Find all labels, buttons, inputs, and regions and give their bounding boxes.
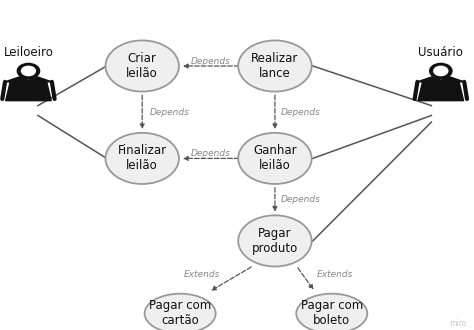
Ellipse shape <box>145 294 216 330</box>
Text: Depends: Depends <box>281 195 321 204</box>
Polygon shape <box>5 77 52 82</box>
Circle shape <box>21 66 36 76</box>
Text: Depends: Depends <box>281 108 321 117</box>
Text: Pagar
produto: Pagar produto <box>252 227 298 255</box>
Polygon shape <box>6 81 51 101</box>
Text: Pagar com
boleto: Pagar com boleto <box>301 300 363 327</box>
Ellipse shape <box>238 215 311 267</box>
Text: Depends: Depends <box>191 56 231 66</box>
Circle shape <box>433 66 448 76</box>
Polygon shape <box>418 77 464 82</box>
Polygon shape <box>418 81 464 101</box>
Text: Depends: Depends <box>149 108 189 117</box>
Text: Leiloeiro: Leiloeiro <box>3 47 54 59</box>
Circle shape <box>17 63 40 79</box>
Text: Extends: Extends <box>317 270 353 279</box>
Ellipse shape <box>296 294 367 330</box>
Ellipse shape <box>238 41 311 92</box>
Ellipse shape <box>105 41 179 92</box>
Text: Finalizar
leilão: Finalizar leilão <box>118 145 167 172</box>
Circle shape <box>429 63 453 79</box>
Text: Usuário: Usuário <box>419 47 463 59</box>
Text: Ganhar
leilão: Ganhar leilão <box>253 145 297 172</box>
Text: miro: miro <box>449 319 467 328</box>
Text: Pagar com
cartão: Pagar com cartão <box>149 300 211 327</box>
Text: Realizar
lance: Realizar lance <box>251 52 299 80</box>
Text: Criar
leilão: Criar leilão <box>127 52 158 80</box>
Ellipse shape <box>105 133 179 184</box>
Text: Extends: Extends <box>184 270 220 279</box>
Ellipse shape <box>238 133 311 184</box>
Text: Depends: Depends <box>191 149 231 158</box>
